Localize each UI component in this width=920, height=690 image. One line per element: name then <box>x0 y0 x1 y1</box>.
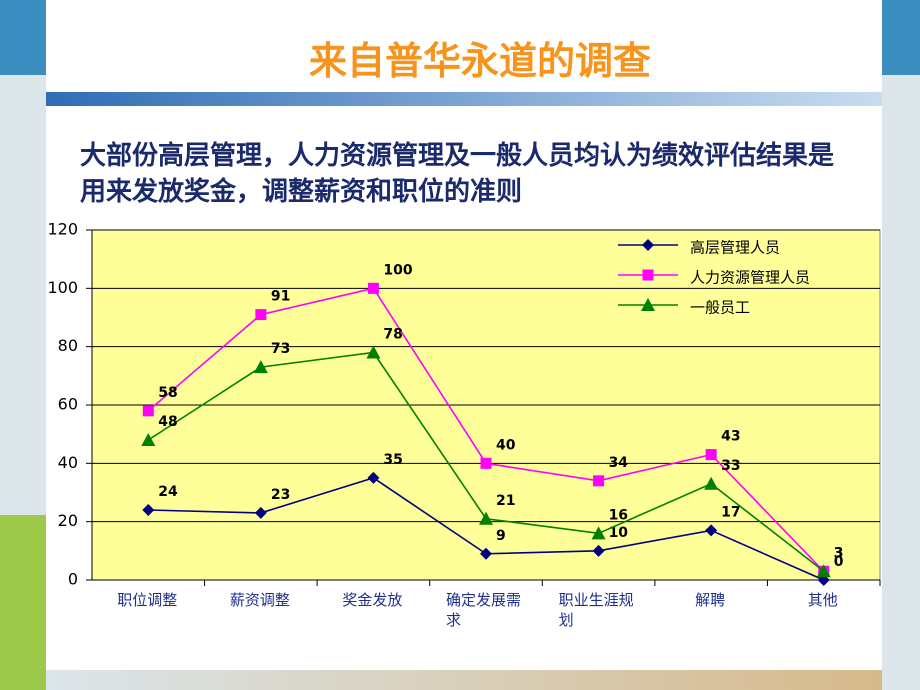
data-label: 17 <box>721 504 740 520</box>
decoration <box>0 0 46 75</box>
data-label: 78 <box>383 327 402 343</box>
y-tick-label: 20 <box>58 511 78 530</box>
decoration <box>882 75 920 690</box>
data-label: 3 <box>834 545 844 561</box>
x-tick-label: 确定发展需求 <box>446 591 522 629</box>
marker <box>367 282 379 294</box>
marker <box>593 475 605 487</box>
x-tick-label: 职位调整 <box>117 591 178 609</box>
y-tick-label: 60 <box>58 395 78 414</box>
marker <box>253 360 268 374</box>
marker <box>255 309 267 321</box>
decoration <box>882 0 920 75</box>
marker <box>366 345 381 359</box>
data-label: 9 <box>496 528 506 544</box>
data-label: 43 <box>721 429 740 445</box>
legend-label: 人力资源管理人员 <box>690 269 810 287</box>
marker <box>592 544 605 557</box>
marker <box>254 506 267 519</box>
data-label: 21 <box>496 493 515 509</box>
data-label: 0 <box>834 554 844 570</box>
marker <box>480 457 492 469</box>
marker <box>816 564 831 578</box>
marker <box>141 433 156 446</box>
header-bar <box>46 92 882 106</box>
data-label: 73 <box>271 341 290 357</box>
marker <box>480 547 492 560</box>
data-label: 10 <box>609 525 629 541</box>
data-label: 48 <box>158 414 177 430</box>
marker <box>705 449 717 461</box>
marker <box>642 239 654 251</box>
y-tick-label: 0 <box>68 570 78 589</box>
y-tick-label: 80 <box>58 336 78 355</box>
x-tick-label: 解聘 <box>695 591 726 609</box>
data-label: 16 <box>609 507 628 523</box>
data-label: 33 <box>721 458 740 474</box>
data-label: 35 <box>383 452 402 468</box>
marker <box>142 405 154 417</box>
marker <box>705 524 718 537</box>
marker <box>704 476 719 490</box>
x-tick-label: 其他 <box>807 591 838 609</box>
title: 来自普华永道的调查 <box>308 39 651 83</box>
marker <box>142 504 155 516</box>
data-label: 100 <box>383 262 412 278</box>
data-label: 23 <box>271 487 290 503</box>
marker <box>479 511 493 525</box>
marker <box>642 269 654 281</box>
x-tick-label: 薪资调整 <box>229 591 290 609</box>
data-label: 91 <box>271 289 290 305</box>
data-label: 3 <box>834 545 844 561</box>
decoration <box>0 75 46 515</box>
data-label: 40 <box>496 437 516 453</box>
x-tick-label: 奖金发放 <box>342 591 403 609</box>
y-tick-label: 120 <box>47 220 78 239</box>
data-label: 34 <box>609 455 629 471</box>
data-label: 24 <box>158 484 178 500</box>
legend-label: 一般员工 <box>690 299 750 317</box>
x-tick-label: 职业生涯规划 <box>558 591 634 629</box>
footer-bar <box>46 670 882 690</box>
marker <box>367 471 380 484</box>
y-tick-label: 40 <box>58 453 78 472</box>
data-label: 58 <box>158 385 177 401</box>
marker <box>591 526 606 540</box>
legend-label: 高层管理人员 <box>690 239 780 257</box>
subtitle: 大部份高层管理，人力资源管理及一般人员均认为绩效评估结果是用来发放奖金，调整薪资… <box>80 141 835 207</box>
marker <box>641 298 655 311</box>
decoration <box>0 515 46 690</box>
y-tick-label: 100 <box>47 278 78 297</box>
